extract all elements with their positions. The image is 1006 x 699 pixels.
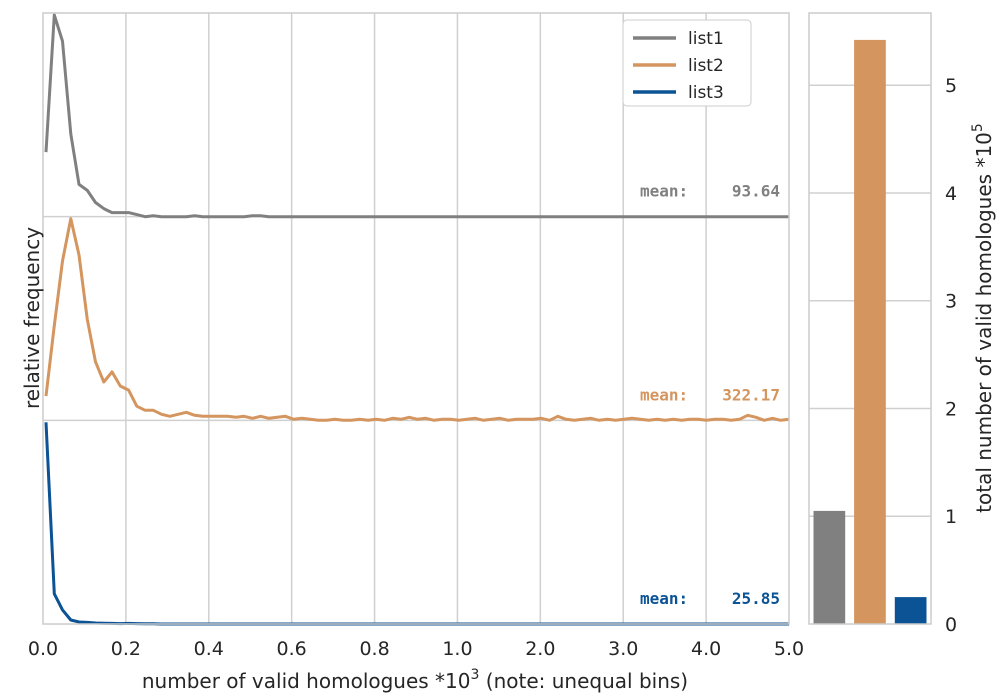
- x-tick-label: 0.6: [277, 638, 307, 660]
- mean-label-list3: mean:: [640, 589, 688, 608]
- y-tick-labels: 0 1 2 3 4 5: [945, 75, 957, 636]
- mean-annotations: mean: 93.64 mean: 322.17 mean: 25.85: [640, 182, 780, 608]
- x-tick-labels: 0.0 0.2 0.4 0.6 0.8 1.0 2.0 3.0 4.0 5.0: [28, 638, 804, 660]
- mean-value-list3: 25.85: [732, 589, 780, 608]
- bar-y-tick-label: 2: [945, 398, 957, 420]
- x-tick-label: 3.0: [608, 638, 638, 660]
- bars: [813, 39, 927, 624]
- legend-label-list2: list2: [688, 56, 724, 76]
- bar-list2: [854, 39, 886, 624]
- bar-plot-frame: [808, 12, 932, 625]
- x-tick-label: 0.8: [359, 638, 389, 660]
- x-axis-label: number of valid homologues *103 (note: u…: [142, 667, 688, 693]
- legend-label-list1: list1: [688, 29, 724, 49]
- legend-box: [622, 19, 752, 107]
- distribution-plot: 0.0 0.2 0.4 0.6 0.8 1.0 2.0 3.0 4.0 5.0 mean: 93.6…: [20, 12, 804, 693]
- plot-frame: [42, 12, 790, 625]
- bar-y-tick-label: 4: [945, 183, 957, 205]
- plot-area: [43, 13, 789, 624]
- x-tick-label: 0.4: [194, 638, 224, 660]
- mean-value-list2: 322.17: [722, 385, 780, 404]
- series-line-list2: [44, 217, 790, 422]
- x-tick-label: 1.0: [442, 638, 472, 660]
- x-tick-label: 2.0: [525, 638, 555, 660]
- bar-y-axis-label: total number of valid homologues *105: [970, 123, 996, 513]
- bar-y-tick-label: 1: [945, 506, 957, 528]
- bar-list1: [813, 510, 846, 624]
- series-line-list1: [44, 13, 789, 219]
- bar-list3: [894, 597, 927, 624]
- legend: list1 list2 list3: [622, 19, 752, 107]
- x-tick-label: 0.0: [28, 638, 58, 660]
- bar-y-tick-label: 0: [945, 614, 957, 636]
- y-axis-label: relative frequency: [20, 227, 44, 409]
- mean-value-list1: 93.64: [732, 182, 780, 201]
- mean-label-list1: mean:: [640, 182, 688, 201]
- mean-label-list2: mean:: [640, 385, 688, 404]
- x-tick-label: 5.0: [774, 638, 804, 660]
- vertical-gridlines: [125, 13, 707, 624]
- x-tick-label: 4.0: [691, 638, 721, 660]
- totals-bar-plot: 0 1 2 3 4 5 total number of valid homologues …: [808, 12, 996, 636]
- bar-y-tick-label: 5: [945, 75, 957, 97]
- legend-label-list3: list3: [688, 83, 724, 103]
- x-tick-label: 0.2: [111, 638, 141, 660]
- bar-y-tick-label: 3: [945, 291, 957, 313]
